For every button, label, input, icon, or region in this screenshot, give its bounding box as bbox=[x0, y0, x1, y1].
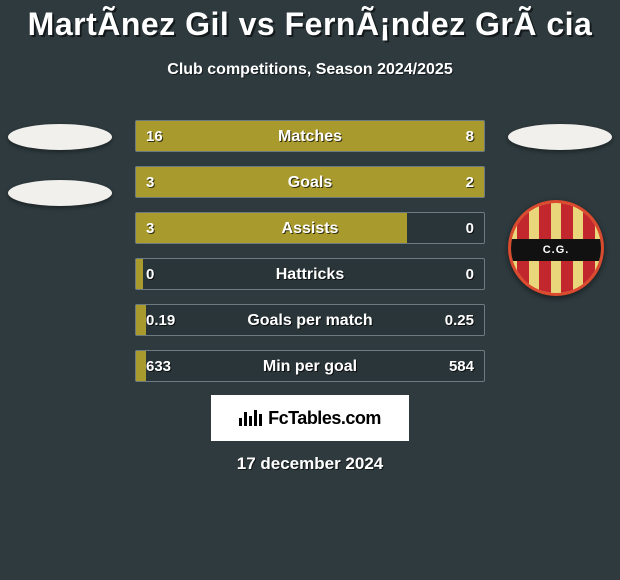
stat-label: Assists bbox=[136, 213, 484, 245]
club-crest-icon: C.G. bbox=[508, 200, 604, 296]
ellipse-icon bbox=[8, 180, 112, 206]
footer-brand-text: FcTables.com bbox=[268, 408, 381, 429]
stat-value-right: 8 bbox=[466, 121, 474, 153]
stat-label: Goals bbox=[136, 167, 484, 199]
stat-row: 3 Goals 2 bbox=[135, 166, 485, 198]
page-title: MartÃ­nez Gil vs FernÃ¡ndez GrÃ cia bbox=[0, 0, 620, 43]
stat-row: 633 Min per goal 584 bbox=[135, 350, 485, 382]
stat-value-right: 0 bbox=[466, 259, 474, 291]
subtitle: Club competitions, Season 2024/2025 bbox=[0, 61, 620, 79]
stat-label: Goals per match bbox=[136, 305, 484, 337]
stat-label: Hattricks bbox=[136, 259, 484, 291]
bars-icon bbox=[239, 410, 262, 426]
stat-rows: 16 Matches 8 3 Goals 2 3 Assists 0 0 Hat… bbox=[135, 120, 485, 396]
ellipse-icon bbox=[508, 124, 612, 150]
crest-band-text: C.G. bbox=[511, 239, 601, 261]
ellipse-icon bbox=[8, 124, 112, 150]
footer-date: 17 december 2024 bbox=[0, 454, 620, 474]
stat-label: Matches bbox=[136, 121, 484, 153]
stat-row: 0 Hattricks 0 bbox=[135, 258, 485, 290]
stat-value-right: 0 bbox=[466, 213, 474, 245]
player-right-badge: C.G. bbox=[508, 124, 612, 296]
player-left-badge bbox=[8, 124, 112, 236]
stat-row: 0.19 Goals per match 0.25 bbox=[135, 304, 485, 336]
footer-brand: FcTables.com bbox=[211, 395, 409, 441]
stat-value-right: 0.25 bbox=[445, 305, 474, 337]
stat-row: 3 Assists 0 bbox=[135, 212, 485, 244]
stat-label: Min per goal bbox=[136, 351, 484, 383]
stat-value-right: 2 bbox=[466, 167, 474, 199]
stat-row: 16 Matches 8 bbox=[135, 120, 485, 152]
stat-value-right: 584 bbox=[449, 351, 474, 383]
